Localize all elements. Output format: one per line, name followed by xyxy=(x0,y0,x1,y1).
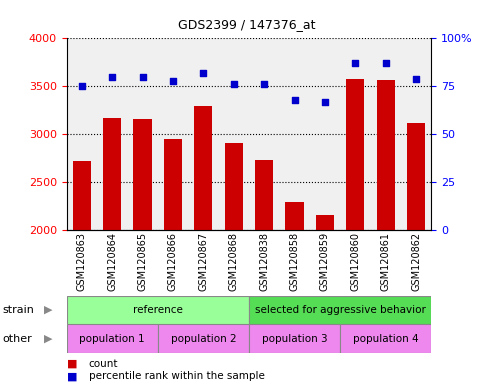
Bar xyxy=(225,143,243,230)
Text: strain: strain xyxy=(2,305,35,315)
Text: ▶: ▶ xyxy=(44,334,53,344)
Point xyxy=(199,70,208,76)
Bar xyxy=(249,296,431,324)
Point xyxy=(230,81,238,88)
Bar xyxy=(255,161,273,230)
Text: reference: reference xyxy=(133,305,183,315)
Point xyxy=(108,74,116,80)
Text: GDS2399 / 147376_at: GDS2399 / 147376_at xyxy=(178,18,315,31)
Text: other: other xyxy=(2,334,32,344)
Text: count: count xyxy=(89,359,118,369)
Bar xyxy=(158,324,249,353)
Point xyxy=(291,97,299,103)
Bar xyxy=(377,79,395,230)
Bar xyxy=(346,79,364,230)
Bar xyxy=(249,324,340,353)
Point xyxy=(352,60,359,66)
Text: population 1: population 1 xyxy=(79,334,145,344)
Point xyxy=(412,76,420,82)
Bar xyxy=(285,202,304,230)
Bar xyxy=(340,324,431,353)
Bar xyxy=(67,296,249,324)
Point xyxy=(260,81,268,88)
Text: population 3: population 3 xyxy=(262,334,327,344)
Bar xyxy=(103,118,121,230)
Point xyxy=(169,78,177,84)
Point xyxy=(78,83,86,89)
Bar xyxy=(134,119,152,230)
Point xyxy=(382,60,389,66)
Bar xyxy=(316,215,334,230)
Point xyxy=(321,99,329,105)
Text: percentile rank within the sample: percentile rank within the sample xyxy=(89,371,265,381)
Text: ■: ■ xyxy=(67,359,77,369)
Text: selected for aggressive behavior: selected for aggressive behavior xyxy=(255,305,425,315)
Text: ■: ■ xyxy=(67,371,77,381)
Point xyxy=(139,74,146,80)
Text: population 4: population 4 xyxy=(353,334,419,344)
Bar xyxy=(72,161,91,230)
Bar xyxy=(194,106,212,230)
Text: ▶: ▶ xyxy=(44,305,53,315)
Bar xyxy=(67,324,158,353)
Text: population 2: population 2 xyxy=(171,334,236,344)
Bar xyxy=(407,123,425,230)
Bar xyxy=(164,139,182,230)
